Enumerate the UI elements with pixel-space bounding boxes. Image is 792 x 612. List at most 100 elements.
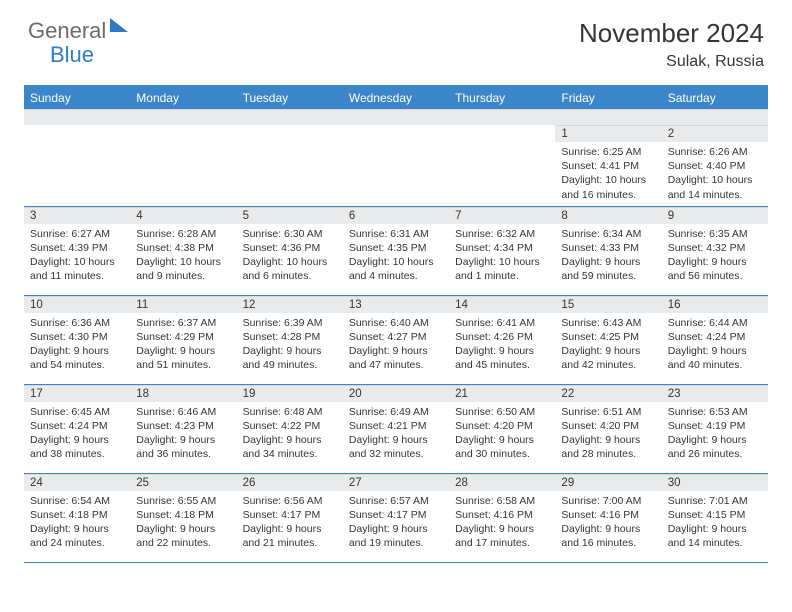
- calendar-day-empty: [449, 125, 555, 206]
- sunset-line: Sunset: 4:38 PM: [136, 241, 230, 255]
- sunrise-line: Sunrise: 6:45 AM: [30, 405, 124, 419]
- brand-part1: General: [28, 18, 106, 44]
- sunset-line: Sunset: 4:28 PM: [243, 330, 337, 344]
- day-details: Sunrise: 6:31 AMSunset: 4:35 PMDaylight:…: [343, 224, 449, 288]
- calendar-day: 23Sunrise: 6:53 AMSunset: 4:19 PMDayligh…: [662, 385, 768, 473]
- sunset-line: Sunset: 4:17 PM: [349, 508, 443, 522]
- sunrise-line: Sunrise: 6:53 AM: [668, 405, 762, 419]
- day-number: 21: [449, 385, 555, 402]
- sunset-line: Sunset: 4:35 PM: [349, 241, 443, 255]
- day-number: 6: [343, 207, 449, 224]
- weekday-header: Tuesday: [237, 87, 343, 109]
- daylight-line: Daylight: 10 hours and 4 minutes.: [349, 255, 443, 283]
- calendar-week: 1Sunrise: 6:25 AMSunset: 4:41 PMDaylight…: [24, 125, 768, 207]
- day-details: Sunrise: 6:56 AMSunset: 4:17 PMDaylight:…: [237, 491, 343, 555]
- calendar-day: 11Sunrise: 6:37 AMSunset: 4:29 PMDayligh…: [130, 296, 236, 384]
- sunset-line: Sunset: 4:34 PM: [455, 241, 549, 255]
- day-number: 5: [237, 207, 343, 224]
- sunset-line: Sunset: 4:39 PM: [30, 241, 124, 255]
- weekday-header-row: Sunday Monday Tuesday Wednesday Thursday…: [24, 87, 768, 109]
- sunrise-line: Sunrise: 6:30 AM: [243, 227, 337, 241]
- daylight-line: Daylight: 9 hours and 24 minutes.: [30, 522, 124, 550]
- daylight-line: Daylight: 9 hours and 19 minutes.: [349, 522, 443, 550]
- daylight-line: Daylight: 10 hours and 14 minutes.: [668, 173, 762, 201]
- calendar-week: 24Sunrise: 6:54 AMSunset: 4:18 PMDayligh…: [24, 474, 768, 563]
- day-number: 29: [555, 474, 661, 491]
- sunset-line: Sunset: 4:26 PM: [455, 330, 549, 344]
- sunrise-line: Sunrise: 6:41 AM: [455, 316, 549, 330]
- daylight-line: Daylight: 10 hours and 6 minutes.: [243, 255, 337, 283]
- calendar-day: 8 Sunrise: 6:34 AMSunset: 4:33 PMDaylight…: [555, 207, 661, 295]
- weekday-header: Sunday: [24, 87, 130, 109]
- calendar-day: 12Sunrise: 6:39 AMSunset: 4:28 PMDayligh…: [237, 296, 343, 384]
- day-number: 14: [449, 296, 555, 313]
- day-details: Sunrise: 6:48 AMSunset: 4:22 PMDaylight:…: [237, 402, 343, 466]
- day-number: 8: [555, 207, 661, 224]
- sunrise-line: Sunrise: 6:51 AM: [561, 405, 655, 419]
- daylight-line: Daylight: 9 hours and 49 minutes.: [243, 344, 337, 372]
- daylight-line: Daylight: 9 hours and 26 minutes.: [668, 433, 762, 461]
- daylight-line: Daylight: 10 hours and 16 minutes.: [561, 173, 655, 201]
- sunrise-line: Sunrise: 7:00 AM: [561, 494, 655, 508]
- day-details: Sunrise: 6:44 AMSunset: 4:24 PMDaylight:…: [662, 313, 768, 377]
- day-details: Sunrise: 6:57 AMSunset: 4:17 PMDaylight:…: [343, 491, 449, 555]
- day-details: Sunrise: 6:40 AMSunset: 4:27 PMDaylight:…: [343, 313, 449, 377]
- day-number: 16: [662, 296, 768, 313]
- sunrise-line: Sunrise: 6:34 AM: [561, 227, 655, 241]
- calendar-day-empty: [24, 125, 130, 206]
- month-title: November 2024: [579, 18, 764, 49]
- sunset-line: Sunset: 4:20 PM: [561, 419, 655, 433]
- day-number: 4: [130, 207, 236, 224]
- calendar-day-empty: [343, 125, 449, 206]
- day-number: 3: [24, 207, 130, 224]
- calendar-day: 18Sunrise: 6:46 AMSunset: 4:23 PMDayligh…: [130, 385, 236, 473]
- sunrise-line: Sunrise: 6:28 AM: [136, 227, 230, 241]
- sunrise-line: Sunrise: 6:46 AM: [136, 405, 230, 419]
- sunset-line: Sunset: 4:30 PM: [30, 330, 124, 344]
- daylight-line: Daylight: 10 hours and 9 minutes.: [136, 255, 230, 283]
- day-details: Sunrise: 6:51 AMSunset: 4:20 PMDaylight:…: [555, 402, 661, 466]
- day-details: Sunrise: 6:35 AMSunset: 4:32 PMDaylight:…: [662, 224, 768, 288]
- page-header: General November 2024 Sulak, Russia: [0, 0, 792, 77]
- calendar-day: 30Sunrise: 7:01 AMSunset: 4:15 PMDayligh…: [662, 474, 768, 562]
- day-number: 13: [343, 296, 449, 313]
- day-details: Sunrise: 6:30 AMSunset: 4:36 PMDaylight:…: [237, 224, 343, 288]
- sunrise-line: Sunrise: 6:32 AM: [455, 227, 549, 241]
- sunset-line: Sunset: 4:40 PM: [668, 159, 762, 173]
- daylight-line: Daylight: 9 hours and 59 minutes.: [561, 255, 655, 283]
- weekday-header: Monday: [130, 87, 236, 109]
- day-number: 25: [130, 474, 236, 491]
- sunrise-line: Sunrise: 6:57 AM: [349, 494, 443, 508]
- day-details: Sunrise: 6:25 AMSunset: 4:41 PMDaylight:…: [555, 142, 661, 206]
- calendar-day: 14 Sunrise: 6:41 AMSunset: 4:26 PMDayligh…: [449, 296, 555, 384]
- calendar-day: 22Sunrise: 6:51 AMSunset: 4:20 PMDayligh…: [555, 385, 661, 473]
- sunset-line: Sunset: 4:22 PM: [243, 419, 337, 433]
- calendar-day: 5Sunrise: 6:30 AMSunset: 4:36 PMDaylight…: [237, 207, 343, 295]
- day-number: 30: [662, 474, 768, 491]
- day-number: 17: [24, 385, 130, 402]
- sunset-line: Sunset: 4:18 PM: [30, 508, 124, 522]
- calendar-day: 28Sunrise: 6:58 AMSunset: 4:16 PMDayligh…: [449, 474, 555, 562]
- sunrise-line: Sunrise: 6:54 AM: [30, 494, 124, 508]
- sunset-line: Sunset: 4:19 PM: [668, 419, 762, 433]
- sunset-line: Sunset: 4:33 PM: [561, 241, 655, 255]
- day-details: Sunrise: 6:39 AMSunset: 4:28 PMDaylight:…: [237, 313, 343, 377]
- sunset-line: Sunset: 4:21 PM: [349, 419, 443, 433]
- daylight-line: Daylight: 10 hours and 1 minute.: [455, 255, 549, 283]
- day-details: Sunrise: 6:32 AMSunset: 4:34 PMDaylight:…: [449, 224, 555, 288]
- day-number: 18: [130, 385, 236, 402]
- daylight-line: Daylight: 9 hours and 36 minutes.: [136, 433, 230, 461]
- calendar-day: 10Sunrise: 6:36 AMSunset: 4:30 PMDayligh…: [24, 296, 130, 384]
- daylight-line: Daylight: 9 hours and 30 minutes.: [455, 433, 549, 461]
- day-details: Sunrise: 6:58 AMSunset: 4:16 PMDaylight:…: [449, 491, 555, 555]
- sunset-line: Sunset: 4:16 PM: [561, 508, 655, 522]
- calendar-day: 17Sunrise: 6:45 AMSunset: 4:24 PMDayligh…: [24, 385, 130, 473]
- daylight-line: Daylight: 9 hours and 45 minutes.: [455, 344, 549, 372]
- day-number: 24: [24, 474, 130, 491]
- sunrise-line: Sunrise: 6:35 AM: [668, 227, 762, 241]
- calendar-day: 25Sunrise: 6:55 AMSunset: 4:18 PMDayligh…: [130, 474, 236, 562]
- sunrise-line: Sunrise: 6:43 AM: [561, 316, 655, 330]
- day-number: 26: [237, 474, 343, 491]
- daylight-line: Daylight: 9 hours and 14 minutes.: [668, 522, 762, 550]
- daylight-line: Daylight: 9 hours and 40 minutes.: [668, 344, 762, 372]
